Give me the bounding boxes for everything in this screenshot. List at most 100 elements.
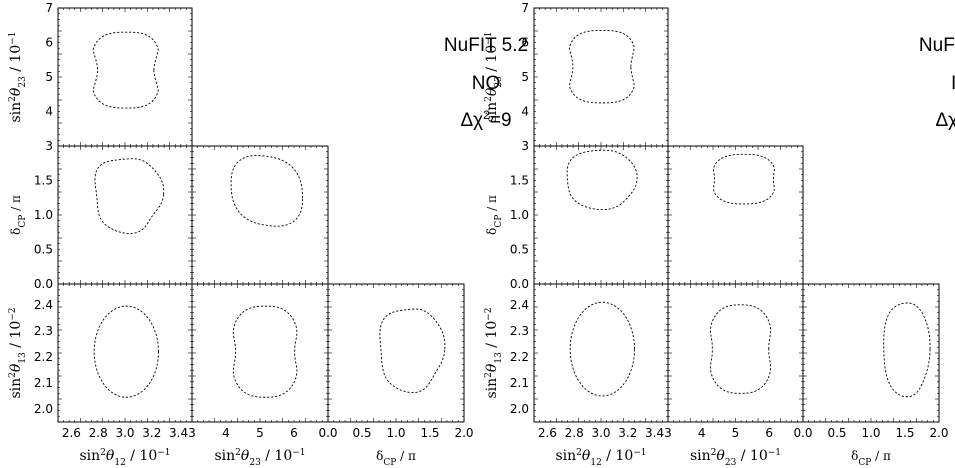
panel-dcp-vs-s13 bbox=[802, 283, 940, 423]
x-axis-label-s12: sin2θ12 / 10−1 bbox=[79, 448, 170, 468]
y-tick-label: 2.2 bbox=[34, 350, 53, 364]
y-tick-label: 0.5 bbox=[510, 243, 529, 257]
y-tick-label: 1.0 bbox=[510, 208, 529, 222]
annotation: NuFIT 5.2 IO Δχ2=9 bbox=[919, 35, 955, 131]
x-axis-label-s12: sin2θ12 / 10−1 bbox=[555, 448, 646, 468]
x-tick-label: 2.0 bbox=[929, 426, 948, 440]
x-tick-label: 1.0 bbox=[386, 426, 405, 440]
x-tick-label: 0.5 bbox=[352, 426, 371, 440]
y-axis-label-s13: sin2θ13 / 10−2 bbox=[8, 307, 28, 398]
panel-frame bbox=[191, 283, 329, 423]
y-axis-label-dcp: δCP / π bbox=[9, 195, 28, 235]
panel-s12-vs-s13 bbox=[57, 283, 193, 423]
annotation-contour-level: Δχ2=9 bbox=[935, 108, 955, 131]
y-tick-label: 2.4 bbox=[34, 298, 53, 312]
y-tick-label: 0.0 bbox=[34, 277, 53, 291]
x-tick-label: 2.8 bbox=[89, 426, 108, 440]
y-axis-label-s13: sin2θ13 / 10−2 bbox=[484, 307, 504, 398]
contour-delta-chi2-9 bbox=[92, 31, 159, 109]
panel-frame bbox=[57, 145, 193, 285]
x-tick-label: 6 bbox=[290, 426, 298, 440]
x-tick-label: 6 bbox=[765, 426, 773, 440]
x-tick-label: 5 bbox=[732, 426, 740, 440]
y-tick-label: 2.1 bbox=[510, 376, 529, 390]
y-tick-label: 2.1 bbox=[34, 376, 53, 390]
x-axis-label-dcp: δCP / π bbox=[376, 449, 416, 468]
panel-frame bbox=[191, 145, 329, 285]
y-tick-label: 5 bbox=[521, 70, 529, 84]
y-tick-label: 0.0 bbox=[510, 277, 529, 291]
panel-s23-vs-dcp bbox=[191, 145, 329, 285]
panel-s12-vs-s23 bbox=[533, 7, 669, 147]
contour-delta-chi2-9 bbox=[710, 304, 772, 394]
annotation-ordering: NO bbox=[472, 73, 501, 94]
y-tick-label: 2.3 bbox=[34, 324, 53, 338]
x-axis-label-s23: sin2θ23 / 10−1 bbox=[690, 448, 781, 468]
x-tick-label: 4 bbox=[698, 426, 706, 440]
x-tick-label: 1.5 bbox=[895, 426, 914, 440]
y-tick-label: 2.2 bbox=[510, 350, 529, 364]
panel-s23-vs-dcp bbox=[667, 145, 804, 285]
contour-delta-chi2-9 bbox=[230, 155, 303, 227]
chart-normal-ordering: 3 4 5 6 7 0.0 0.5 1.0 1.5 2.0 2.1 2.2 2.3 2.4 2.6 2.8 3.… bbox=[8, 1, 528, 468]
y-tick-label: 4 bbox=[521, 105, 529, 119]
panel-s12-vs-s23 bbox=[57, 7, 193, 147]
y-axis-label-s23: sin2θ23 / 10−1 bbox=[484, 31, 504, 122]
panel-s12-vs-s13 bbox=[533, 283, 669, 423]
x-tick-label: 2.0 bbox=[454, 426, 473, 440]
x-tick-label: 5 bbox=[256, 426, 264, 440]
panel-s23-vs-s13 bbox=[667, 283, 804, 423]
x-tick-label: 3 bbox=[664, 426, 672, 440]
panel-frame bbox=[667, 145, 804, 285]
annotation-contour-level: Δχ2=9 bbox=[460, 108, 511, 131]
y-tick-label: 2.3 bbox=[510, 324, 529, 338]
panel-s23-vs-s13 bbox=[191, 283, 329, 423]
panel-frame bbox=[533, 283, 669, 423]
contour-delta-chi2-9 bbox=[566, 149, 638, 210]
y-tick-label: 6 bbox=[45, 36, 53, 50]
x-tick-label: 2.6 bbox=[62, 426, 81, 440]
panel-dcp-vs-s13 bbox=[327, 283, 465, 423]
x-axis-label-s23: sin2θ23 / 10−1 bbox=[214, 448, 305, 468]
annotation-title: NuFIT 5.2 bbox=[444, 35, 528, 56]
x-tick-label: 1.0 bbox=[861, 426, 880, 440]
y-tick-label: 2.0 bbox=[34, 402, 53, 416]
x-tick-label: 0.5 bbox=[827, 426, 846, 440]
panel-frame bbox=[57, 7, 193, 147]
x-tick-label: 4 bbox=[222, 426, 230, 440]
contour-delta-chi2-9 bbox=[93, 305, 159, 398]
annotation-title: NuFIT 5.2 bbox=[919, 35, 955, 56]
y-tick-label: 1.5 bbox=[34, 174, 53, 188]
y-axis-label-dcp: δCP / π bbox=[485, 195, 504, 235]
x-tick-label: 1.5 bbox=[420, 426, 439, 440]
y-tick-label: 5 bbox=[45, 70, 53, 84]
x-tick-label: 3.4 bbox=[169, 426, 188, 440]
x-tick-label: 2.6 bbox=[538, 426, 557, 440]
x-tick-label: 3 bbox=[188, 426, 196, 440]
panel-s12-vs-dcp bbox=[533, 145, 669, 285]
x-tick-label: 3.2 bbox=[618, 426, 637, 440]
panel-frame bbox=[533, 145, 669, 285]
panel-s12-vs-dcp bbox=[57, 145, 193, 285]
y-axis-label-s23: sin2θ23 / 10−1 bbox=[8, 31, 28, 122]
annotation-ordering: IO bbox=[951, 73, 955, 94]
contour-delta-chi2-9 bbox=[232, 305, 298, 398]
y-tick-label: 3 bbox=[45, 139, 53, 153]
contour-delta-chi2-9 bbox=[379, 308, 446, 393]
y-tick-label: 7 bbox=[45, 1, 53, 15]
y-tick-label: 6 bbox=[521, 36, 529, 50]
y-tick-label: 2.0 bbox=[510, 402, 529, 416]
contour-delta-chi2-9 bbox=[568, 29, 635, 104]
y-tick-label: 4 bbox=[45, 105, 53, 119]
x-axis-label-dcp: δCP / π bbox=[851, 449, 891, 468]
x-tick-label: 3.2 bbox=[142, 426, 161, 440]
x-tick-label: 0.0 bbox=[318, 426, 337, 440]
y-tick-label: 0.5 bbox=[34, 243, 53, 257]
contour-delta-chi2-9 bbox=[94, 158, 165, 234]
x-tick-label: 3.4 bbox=[645, 426, 664, 440]
x-tick-label: 0.0 bbox=[793, 426, 812, 440]
contour-delta-chi2-9 bbox=[883, 302, 931, 398]
y-tick-label: 1.0 bbox=[34, 208, 53, 222]
contour-delta-chi2-9 bbox=[569, 301, 635, 397]
